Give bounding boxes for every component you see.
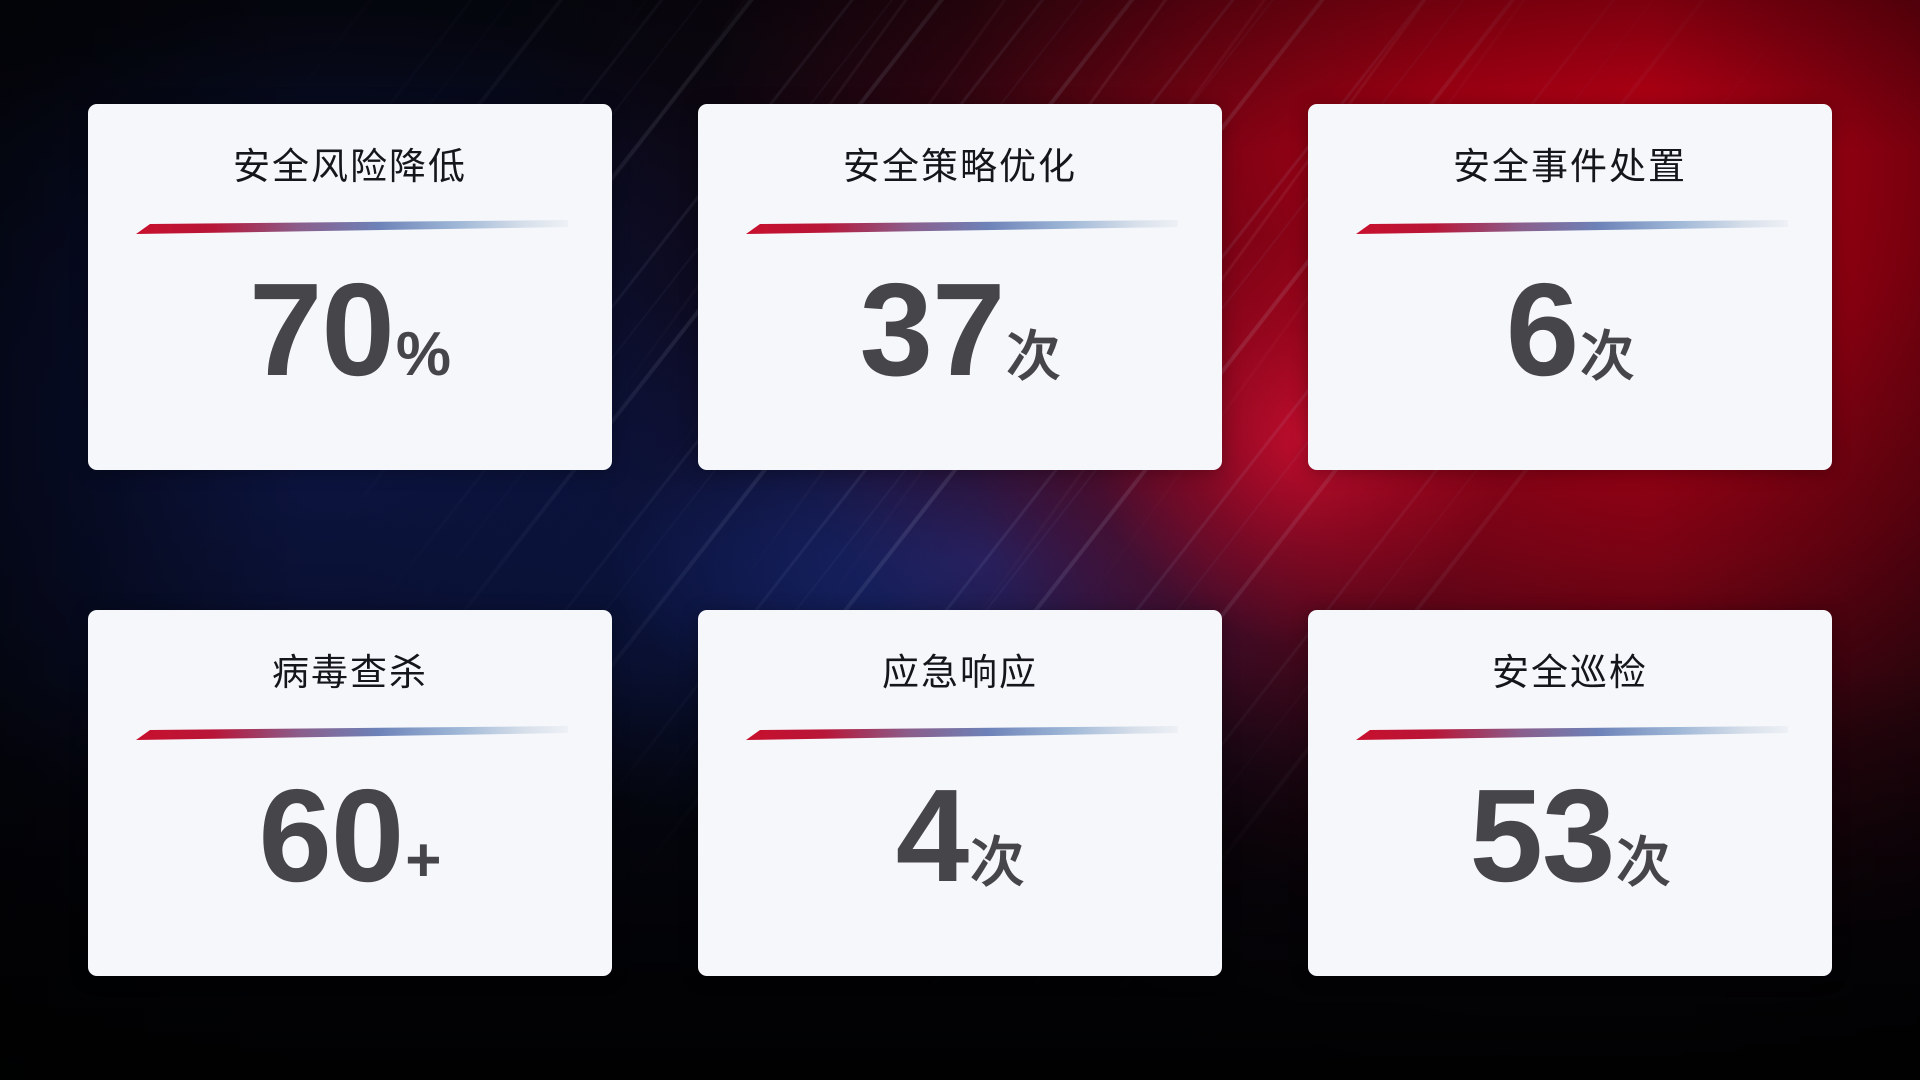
metric-value-number: 6 <box>1505 256 1579 403</box>
metric-card-title: 病毒查杀 <box>272 652 428 693</box>
metric-card-title: 应急响应 <box>882 652 1038 693</box>
metric-card[interactable]: 安全巡检 <box>1308 610 1832 976</box>
metric-card[interactable]: 安全策略优化 <box>698 104 1222 470</box>
metric-card-value: 60 + <box>88 770 612 902</box>
gradient-rule-icon <box>746 724 1178 742</box>
metric-value-number: 53 <box>1469 762 1616 909</box>
metric-card[interactable]: 安全风险降低 <box>88 104 612 470</box>
gradient-rule-icon <box>136 218 568 236</box>
metric-card-value: 37 次 <box>698 264 1222 396</box>
gradient-rule-icon <box>136 724 568 742</box>
metric-value-number: 4 <box>895 762 969 909</box>
metric-value-suffix: + <box>405 826 442 895</box>
gradient-rule-icon <box>746 218 1178 236</box>
metric-value-suffix: % <box>395 320 451 389</box>
metric-card-title: 安全策略优化 <box>843 146 1077 187</box>
metric-card-value: 70 % <box>88 264 612 396</box>
metric-card-title: 安全巡检 <box>1492 652 1648 693</box>
gradient-rule-icon <box>1356 218 1788 236</box>
metric-value-suffix: 次 <box>970 833 1025 893</box>
metric-value-suffix: 次 <box>1006 327 1061 387</box>
metric-card[interactable]: 应急响应 <box>698 610 1222 976</box>
gradient-rule-icon <box>1356 724 1788 742</box>
metric-value-number: 70 <box>249 256 395 403</box>
metric-card-title: 安全事件处置 <box>1453 146 1687 187</box>
metric-card-value: 6 次 <box>1308 264 1832 396</box>
metric-card-value: 4 次 <box>698 770 1222 902</box>
metric-card[interactable]: 安全事件处置 <box>1308 104 1832 470</box>
metric-value-number: 60 <box>258 762 404 909</box>
metric-card-grid: 安全风险降低 <box>88 104 1833 976</box>
metric-card-title: 安全风险降低 <box>233 146 467 187</box>
metric-value-suffix: 次 <box>1616 833 1671 893</box>
metric-value-suffix: 次 <box>1580 327 1635 387</box>
metric-card-value: 53 次 <box>1308 770 1832 902</box>
metric-value-number: 37 <box>859 256 1006 403</box>
metric-card[interactable]: 病毒查杀 <box>88 610 612 976</box>
